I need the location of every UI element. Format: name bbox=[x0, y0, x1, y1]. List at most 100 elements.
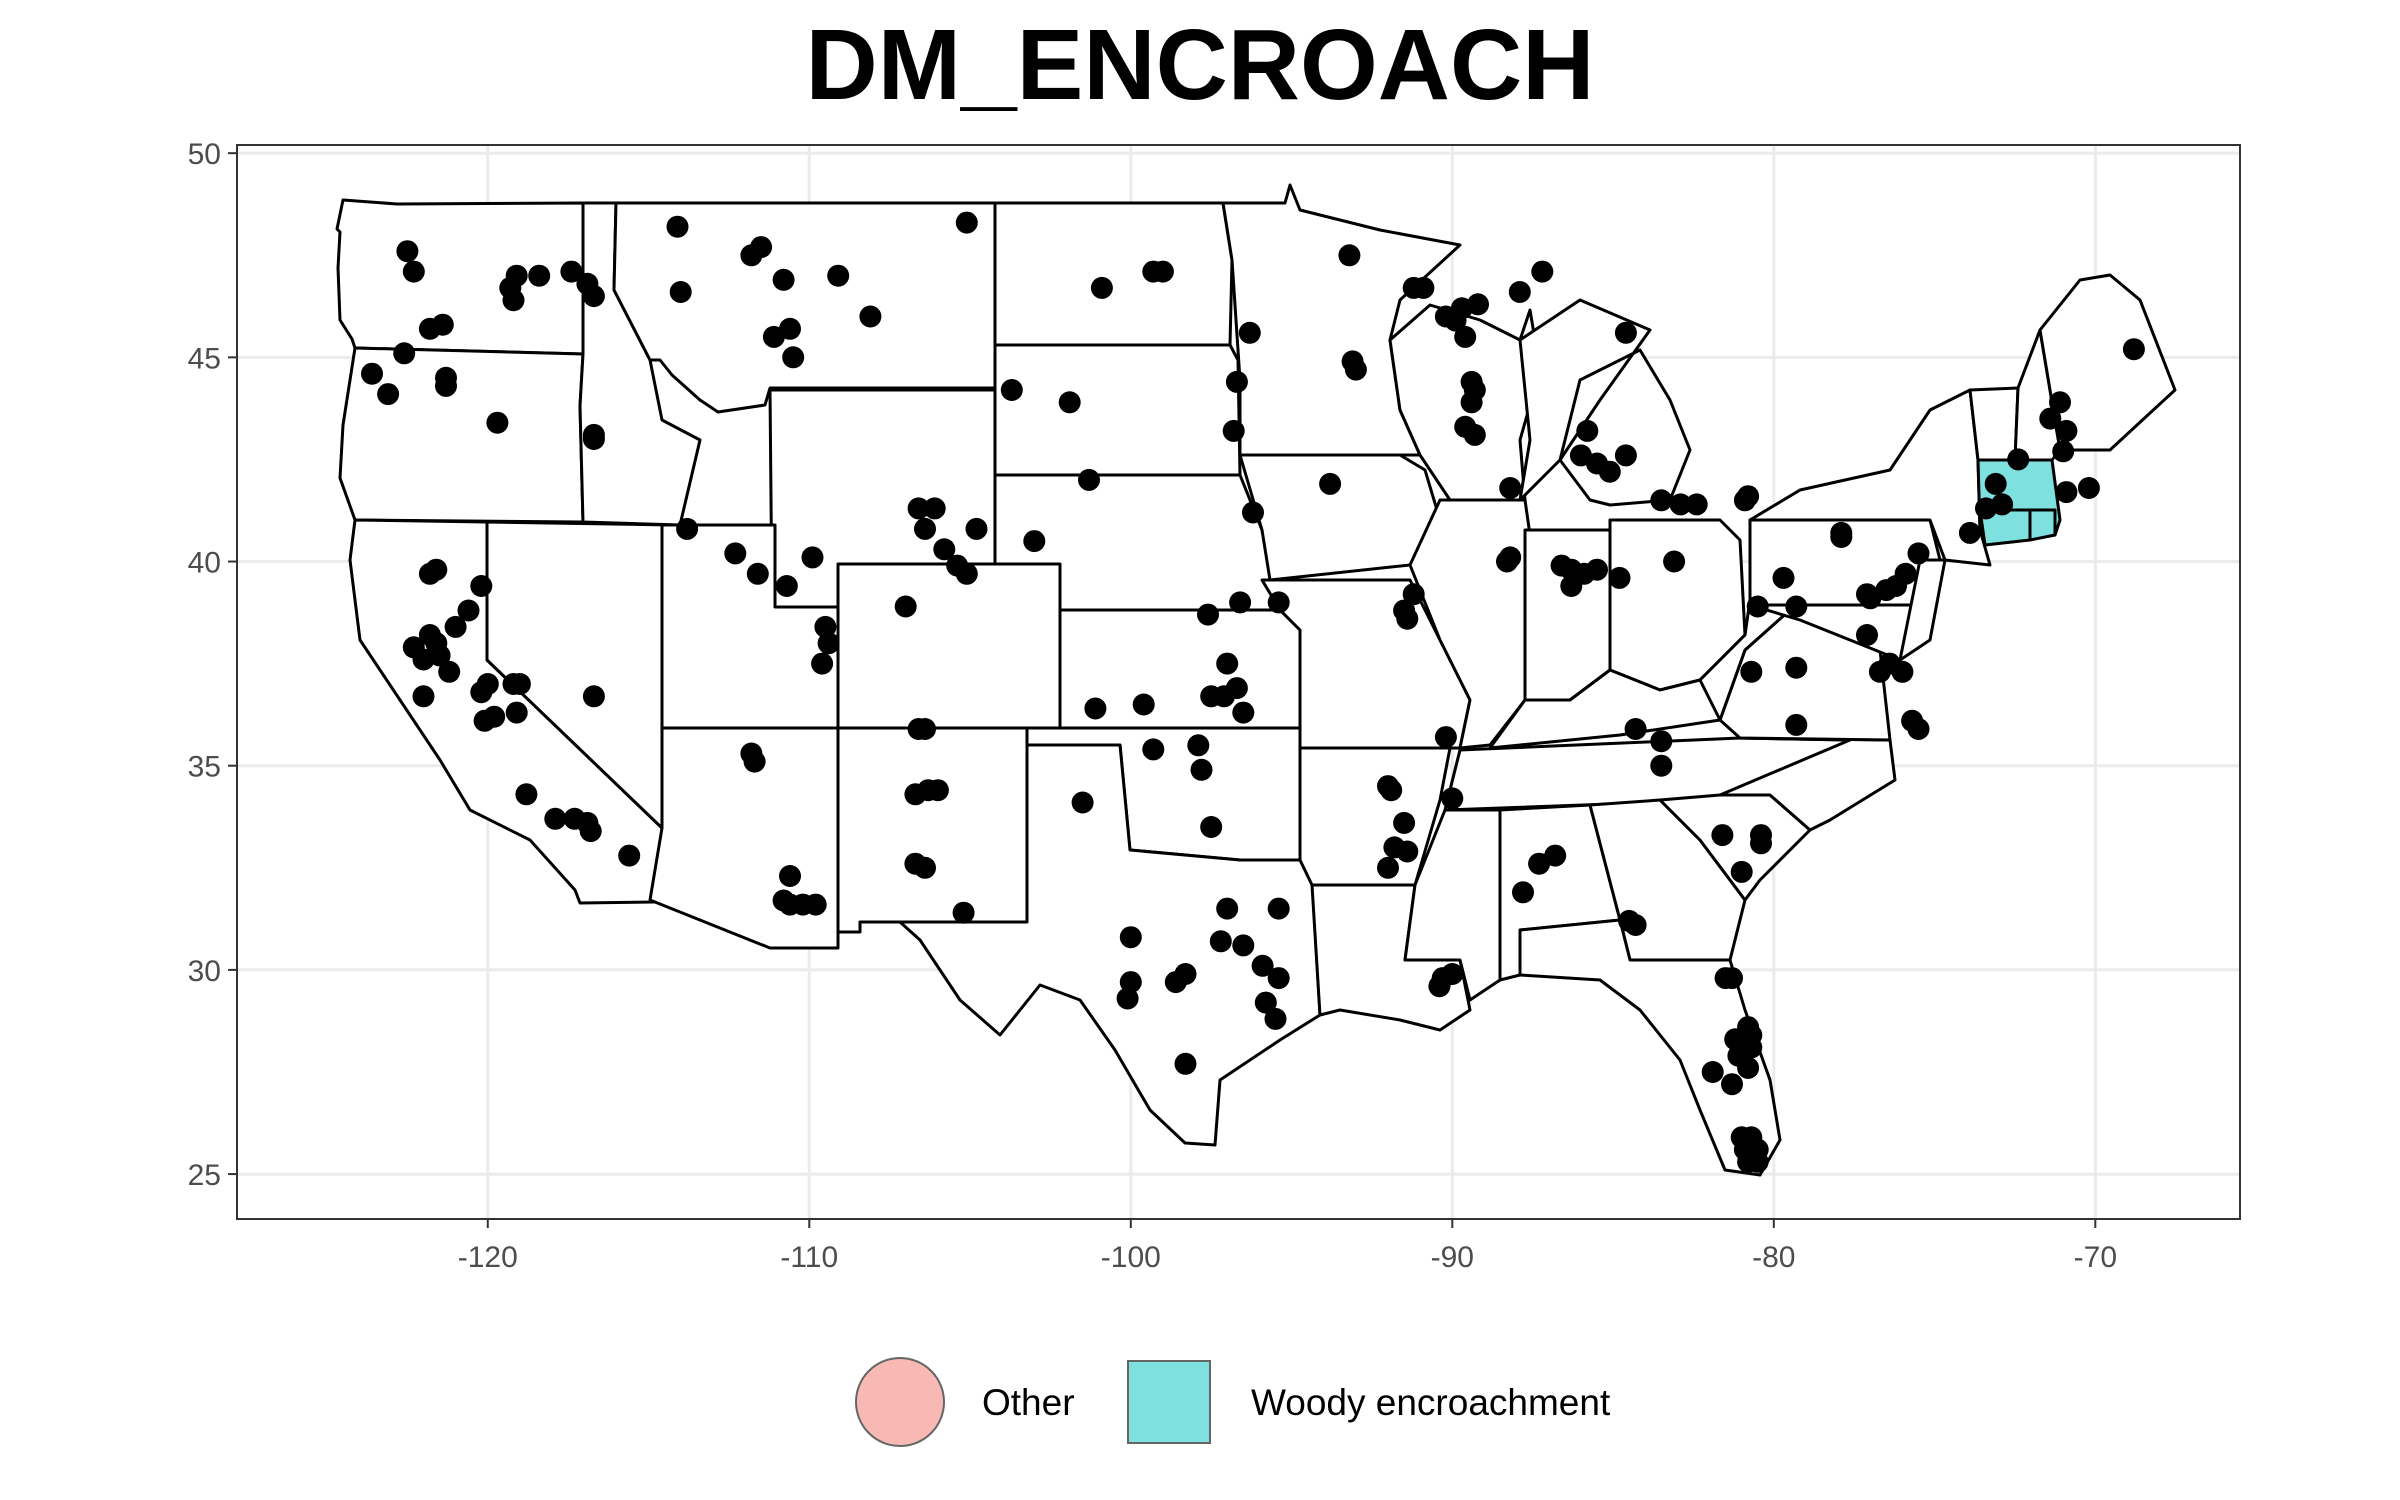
site-point bbox=[914, 517, 936, 540]
site-point bbox=[1132, 693, 1155, 716]
site-point bbox=[1586, 558, 1608, 581]
state-vermont bbox=[1968, 386, 2020, 462]
site-point bbox=[1830, 521, 1853, 544]
site-point bbox=[2122, 338, 2145, 361]
x-tick-label: -110 bbox=[780, 1241, 838, 1274]
state-colorado bbox=[836, 562, 1062, 730]
site-point bbox=[2052, 440, 2075, 463]
site-point bbox=[425, 558, 448, 581]
site-point bbox=[1721, 1073, 1743, 1096]
site-point bbox=[1187, 734, 1210, 757]
site-point bbox=[1894, 562, 1917, 585]
site-point bbox=[1737, 1056, 1760, 1079]
x-tick-label: -120 bbox=[458, 1241, 518, 1274]
site-point bbox=[508, 673, 531, 695]
panel-border bbox=[236, 144, 2241, 1220]
site-point bbox=[1650, 730, 1673, 753]
site-point bbox=[1785, 656, 1808, 679]
site-point bbox=[1267, 897, 1290, 920]
site-point bbox=[560, 260, 583, 283]
state-delaware-nj bbox=[1898, 558, 1947, 662]
site-point bbox=[1174, 963, 1197, 985]
site-point bbox=[779, 893, 801, 916]
site-point bbox=[1174, 1052, 1197, 1075]
site-point bbox=[914, 856, 936, 879]
site-point bbox=[1200, 816, 1223, 838]
state-indiana bbox=[1523, 528, 1612, 702]
site-point bbox=[779, 317, 801, 340]
site-point bbox=[923, 497, 946, 520]
site-point bbox=[1701, 1061, 1724, 1083]
site-point bbox=[1377, 856, 1399, 879]
state-outlines bbox=[335, 183, 2177, 1177]
site-point bbox=[1393, 811, 1416, 834]
x-tick-label: -70 bbox=[2074, 1241, 2117, 1274]
site-point bbox=[470, 575, 493, 597]
site-point bbox=[779, 865, 801, 887]
site-point bbox=[486, 411, 509, 434]
site-point bbox=[1380, 779, 1403, 802]
site-point bbox=[528, 264, 551, 287]
site-point bbox=[801, 546, 824, 569]
site-point bbox=[1119, 971, 1142, 994]
site-point bbox=[582, 285, 605, 308]
site-point bbox=[1222, 419, 1245, 442]
site-point bbox=[1499, 477, 1522, 499]
site-point bbox=[1119, 926, 1142, 949]
site-point bbox=[431, 313, 454, 336]
state-north-carolina bbox=[1718, 736, 1897, 832]
site-point bbox=[1238, 321, 1261, 344]
site-point bbox=[1071, 791, 1094, 814]
site-point bbox=[1907, 542, 1930, 565]
site-point bbox=[1225, 370, 1248, 393]
site-point bbox=[1785, 595, 1808, 618]
site-point bbox=[743, 750, 766, 773]
site-point bbox=[2049, 391, 2071, 414]
site-point bbox=[894, 595, 917, 618]
site-point bbox=[955, 562, 978, 585]
site-point bbox=[666, 215, 689, 238]
site-point bbox=[933, 538, 956, 561]
site-point bbox=[1151, 260, 1174, 283]
site-point bbox=[1441, 963, 1464, 985]
state-maryland bbox=[1748, 603, 1922, 662]
site-point bbox=[1891, 660, 1914, 683]
site-point bbox=[907, 497, 930, 520]
site-point bbox=[444, 615, 467, 638]
site-point bbox=[1078, 468, 1100, 491]
site-point bbox=[1090, 276, 1113, 299]
site-point bbox=[1023, 530, 1046, 553]
site-point bbox=[1344, 358, 1367, 381]
y-tick-label: 35 bbox=[188, 751, 221, 784]
site-point bbox=[1434, 726, 1457, 749]
y-tick-label: 40 bbox=[188, 547, 221, 580]
site-point bbox=[1142, 738, 1165, 761]
site-point bbox=[1264, 1007, 1287, 1030]
site-point bbox=[1856, 624, 1878, 646]
site-point bbox=[1907, 718, 1930, 740]
site-point bbox=[1460, 370, 1483, 393]
map-title: DM_ENCROACH bbox=[805, 9, 1595, 121]
site-point bbox=[1650, 489, 1673, 512]
site-point bbox=[476, 673, 499, 695]
site-point bbox=[2055, 481, 2078, 504]
site-point bbox=[1084, 697, 1107, 720]
site-point bbox=[746, 562, 769, 585]
site-point bbox=[582, 428, 605, 450]
site-point bbox=[1396, 607, 1419, 630]
site-point bbox=[1232, 701, 1255, 724]
site-point bbox=[1740, 1024, 1763, 1047]
site-point bbox=[1772, 566, 1795, 589]
site-points bbox=[361, 211, 2145, 1173]
site-point bbox=[1225, 677, 1248, 700]
site-point bbox=[1740, 660, 1763, 683]
site-point bbox=[1197, 603, 1219, 626]
state-south-dakota bbox=[993, 343, 1242, 477]
site-point bbox=[1576, 419, 1599, 442]
site-point bbox=[1000, 379, 1023, 401]
site-point bbox=[1402, 583, 1425, 606]
site-point bbox=[1614, 321, 1637, 344]
site-point bbox=[1338, 244, 1361, 267]
site-point bbox=[1319, 472, 1342, 495]
x-tick-label: -80 bbox=[1752, 1241, 1795, 1274]
